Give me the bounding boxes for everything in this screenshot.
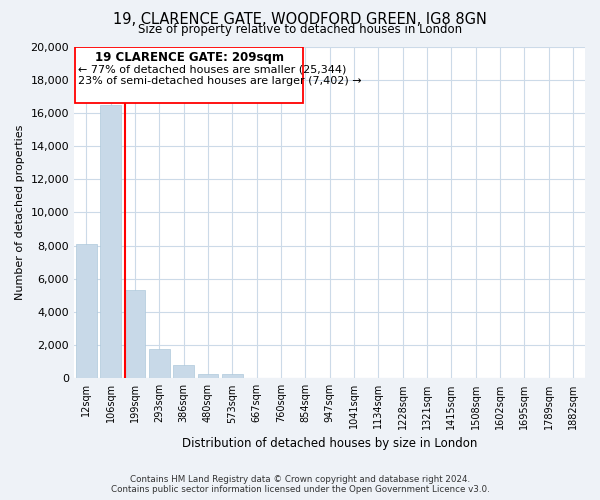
- Bar: [125, 290, 145, 378]
- FancyBboxPatch shape: [75, 46, 303, 103]
- Text: Contains HM Land Registry data © Crown copyright and database right 2024.
Contai: Contains HM Land Registry data © Crown c…: [110, 474, 490, 494]
- X-axis label: Distribution of detached houses by size in London: Distribution of detached houses by size …: [182, 437, 477, 450]
- Bar: [197, 374, 218, 378]
- Y-axis label: Number of detached properties: Number of detached properties: [15, 124, 25, 300]
- Text: ← 77% of detached houses are smaller (25,344): ← 77% of detached houses are smaller (25…: [77, 64, 346, 74]
- Bar: [173, 365, 194, 378]
- Bar: [76, 244, 97, 378]
- Bar: [100, 104, 121, 378]
- Bar: [222, 374, 242, 378]
- Bar: [149, 350, 170, 378]
- Text: 23% of semi-detached houses are larger (7,402) →: 23% of semi-detached houses are larger (…: [77, 76, 361, 86]
- Text: 19, CLARENCE GATE, WOODFORD GREEN, IG8 8GN: 19, CLARENCE GATE, WOODFORD GREEN, IG8 8…: [113, 12, 487, 28]
- Text: Size of property relative to detached houses in London: Size of property relative to detached ho…: [138, 22, 462, 36]
- Text: 19 CLARENCE GATE: 209sqm: 19 CLARENCE GATE: 209sqm: [95, 52, 284, 64]
